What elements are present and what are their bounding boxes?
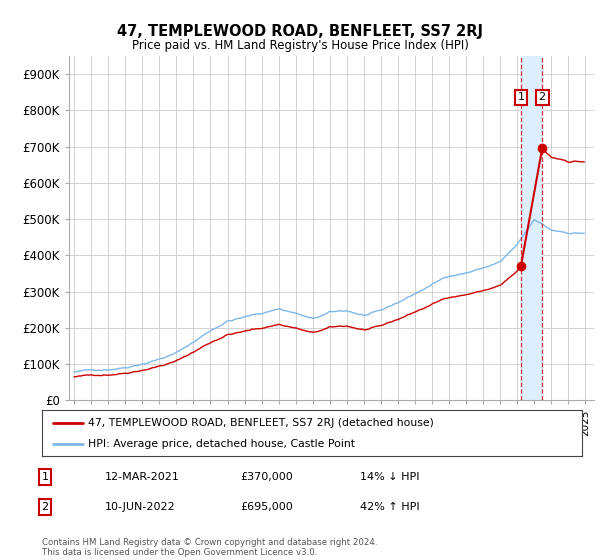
Text: 47, TEMPLEWOOD ROAD, BENFLEET, SS7 2RJ: 47, TEMPLEWOOD ROAD, BENFLEET, SS7 2RJ — [117, 24, 483, 39]
Text: 1: 1 — [41, 472, 49, 482]
Text: 47, TEMPLEWOOD ROAD, BENFLEET, SS7 2RJ (detached house): 47, TEMPLEWOOD ROAD, BENFLEET, SS7 2RJ (… — [88, 418, 434, 428]
Text: 1: 1 — [517, 92, 524, 102]
Text: Contains HM Land Registry data © Crown copyright and database right 2024.
This d: Contains HM Land Registry data © Crown c… — [42, 538, 377, 557]
Text: 2: 2 — [41, 502, 49, 512]
Text: Price paid vs. HM Land Registry's House Price Index (HPI): Price paid vs. HM Land Registry's House … — [131, 39, 469, 52]
Text: 14% ↓ HPI: 14% ↓ HPI — [360, 472, 419, 482]
Text: 10-JUN-2022: 10-JUN-2022 — [105, 502, 176, 512]
Text: 42% ↑ HPI: 42% ↑ HPI — [360, 502, 419, 512]
Text: 12-MAR-2021: 12-MAR-2021 — [105, 472, 180, 482]
Text: £370,000: £370,000 — [240, 472, 293, 482]
Text: £695,000: £695,000 — [240, 502, 293, 512]
Bar — [521, 56, 542, 400]
Text: 2: 2 — [539, 92, 546, 102]
Text: HPI: Average price, detached house, Castle Point: HPI: Average price, detached house, Cast… — [88, 439, 355, 449]
